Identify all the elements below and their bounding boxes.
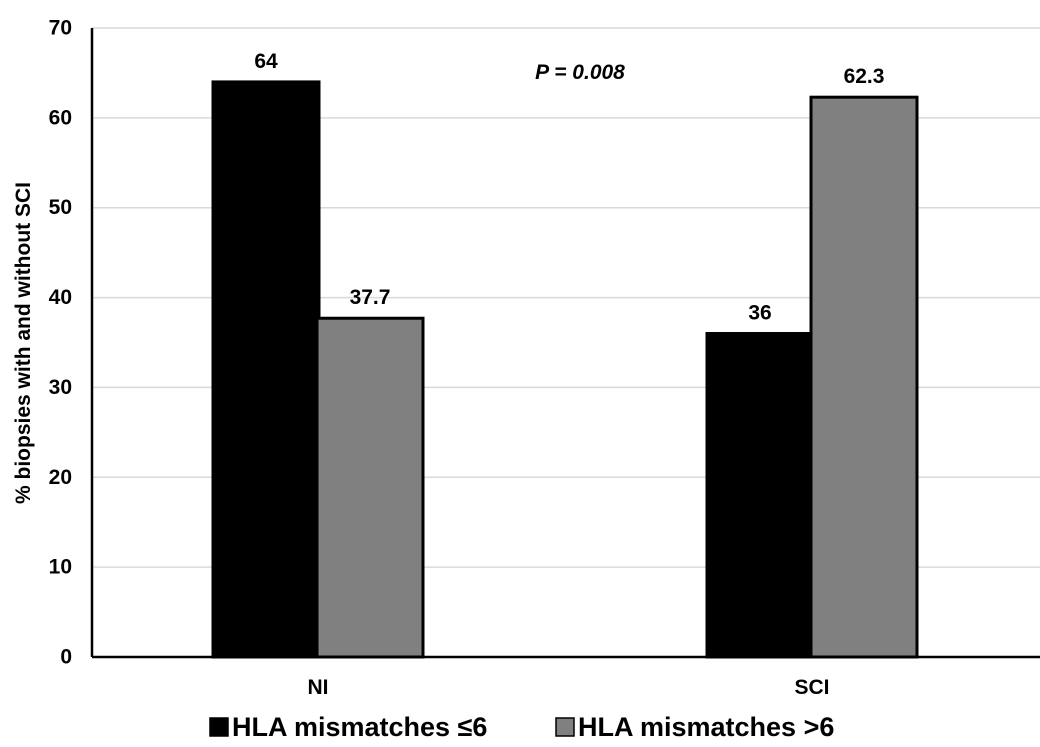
x-tick-label: NI [308,676,329,699]
y-tick-label: 0 [60,646,72,669]
x-tick-label: SCI [794,676,829,699]
y-axis-title: % biopsies with and without SCI [12,182,35,504]
labels: 0 10 20 30 40 50 60 70 64 36 37.7 62.3 NI SCI % biopsi… [12,17,884,700]
legend-label: HLA mismatches >6 [578,712,834,742]
legend-swatch [209,717,229,737]
bars [211,80,919,659]
legend-swatch [555,717,575,737]
legend-label: HLA mismatches ≤6 [232,712,487,742]
y-tick-label: 60 [49,106,72,129]
y-tick-label: 40 [49,286,72,309]
bar-sci-series-1 [705,332,815,659]
data-label: 36 [748,302,771,325]
data-label: 62.3 [844,65,885,88]
data-label: 64 [254,50,278,73]
axes [90,28,1040,659]
p-value-annotation: P = 0.008 [535,61,625,84]
data-label: 37.7 [350,286,391,309]
legend: HLA mismatches ≤6 HLA mismatches >6 [209,712,834,742]
y-tick-label: 70 [49,17,72,40]
bar-ni-series-1 [211,80,321,659]
bar-ni-series-2 [315,316,425,659]
y-tick-label: 50 [49,196,72,219]
y-tick-label: 10 [49,556,72,579]
y-tick-label: 20 [49,466,72,489]
y-tick-label: 30 [49,376,72,399]
bar-sci-series-2 [809,95,919,659]
